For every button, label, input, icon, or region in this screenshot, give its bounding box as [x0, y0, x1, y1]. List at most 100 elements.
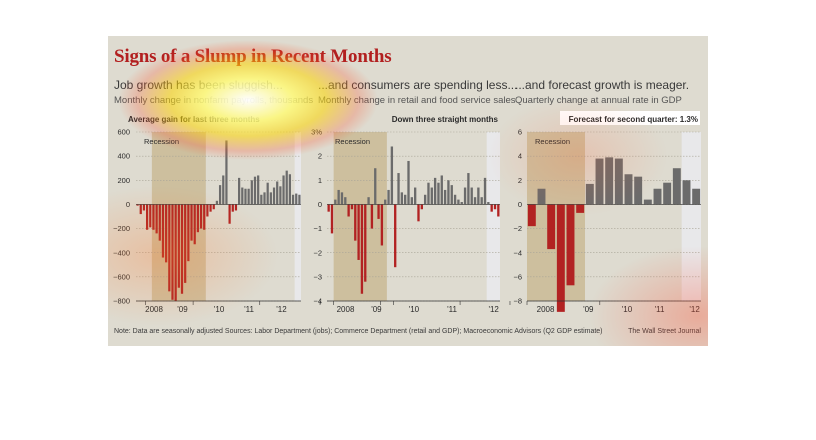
bar [212, 204, 215, 210]
x-tick-label: 2008 [537, 305, 555, 314]
bar [417, 204, 420, 222]
bar [643, 199, 652, 205]
bar [493, 204, 497, 210]
x-tick-label: '09 [177, 305, 188, 314]
x-tick-label: '09 [371, 305, 382, 314]
bar [142, 204, 146, 211]
bar [374, 168, 377, 205]
bar [241, 187, 244, 205]
x-tick-label: '11 [244, 305, 254, 314]
bar [298, 194, 301, 205]
y-tick-label: −400 [113, 248, 130, 257]
y-tick-label: 0 [126, 200, 130, 209]
bar [177, 204, 180, 288]
bar [547, 204, 556, 250]
footnote: Note: Data are seasonally adjusted Sourc… [114, 328, 603, 335]
y-tick-label: 600 [117, 128, 130, 137]
bar [672, 168, 681, 205]
panel-annotation: Down three straight months [392, 115, 499, 124]
bar [184, 204, 187, 283]
charts-svg: 600 400 200 0 −2 0 0 −400 −600 −800 2008 '09 '10 '11 '… [113, 111, 701, 314]
y-tick-label: −2 [313, 248, 322, 257]
bar [196, 204, 199, 233]
x-tick-label: '10 [409, 305, 420, 314]
y-tick-label: −1 [313, 224, 322, 233]
bar [605, 157, 614, 205]
bar [285, 170, 288, 205]
bar [576, 204, 585, 213]
bar [149, 204, 152, 228]
bar [190, 204, 193, 241]
bar [199, 204, 203, 229]
bar [480, 197, 483, 205]
bar [556, 204, 565, 312]
bar [344, 197, 347, 205]
bar [437, 182, 440, 205]
x-tick-label: '11 [655, 305, 665, 314]
bar [228, 204, 231, 224]
panel-annotation: Average gain for last three months [128, 115, 260, 124]
bar [420, 204, 423, 210]
latest-period-band [681, 132, 701, 301]
bar [260, 194, 263, 205]
bar [367, 197, 370, 205]
bar [340, 192, 344, 205]
bar [263, 192, 266, 205]
bar [387, 189, 390, 205]
y-tick-label: 200 [117, 176, 130, 185]
bar [370, 204, 374, 229]
recession-label: Recession [144, 137, 179, 146]
bar [218, 185, 222, 205]
bar [272, 187, 276, 205]
x-tick-label: '11 [447, 305, 457, 314]
bar [337, 189, 340, 205]
y-tick-label: −600 [113, 272, 130, 281]
bar [193, 204, 196, 245]
y-tick-label: 1 [318, 176, 322, 185]
bar [206, 204, 209, 217]
chart-figure: Signs of a Slump in Recent Months Job gr… [108, 36, 708, 346]
bar [161, 204, 165, 258]
y-tick-label: 3% [311, 128, 322, 137]
bar [483, 177, 487, 205]
bar [447, 180, 450, 205]
bar [234, 204, 238, 211]
x-tick-label: '10 [622, 305, 633, 314]
bar [614, 158, 623, 205]
bar [663, 182, 672, 205]
bar [682, 180, 691, 205]
latest-period-band [294, 132, 301, 301]
bar [397, 173, 400, 205]
panel-annotation: Forecast for second quarter: 1.3% [569, 115, 698, 124]
y-tick-label: 0 [518, 200, 522, 209]
bar [158, 204, 161, 241]
bar [566, 204, 575, 286]
x-tick-label: 2008 [145, 305, 163, 314]
recession-label: Recession [535, 137, 570, 146]
bar [354, 204, 357, 241]
bar [282, 175, 285, 205]
bar [152, 204, 155, 230]
y-tick-label: −800 [113, 297, 130, 306]
bar [139, 204, 142, 215]
bar [247, 188, 250, 205]
y-tick-label: −4 [313, 297, 322, 306]
y-tick-label: 400 [117, 152, 130, 161]
y-tick-label: 0 [318, 200, 322, 209]
bar [330, 204, 334, 234]
bar [276, 181, 279, 205]
bar [595, 158, 604, 205]
bar [203, 204, 206, 230]
bar [291, 194, 295, 205]
bar [692, 188, 701, 205]
bar [244, 188, 247, 205]
x-tick-label: 2008 [337, 305, 355, 314]
bar [350, 204, 354, 210]
bar [467, 173, 470, 205]
bar [585, 183, 594, 205]
bar [407, 160, 410, 205]
bar [487, 202, 490, 205]
bar [477, 187, 480, 205]
bar [266, 182, 269, 205]
bar [187, 204, 190, 262]
